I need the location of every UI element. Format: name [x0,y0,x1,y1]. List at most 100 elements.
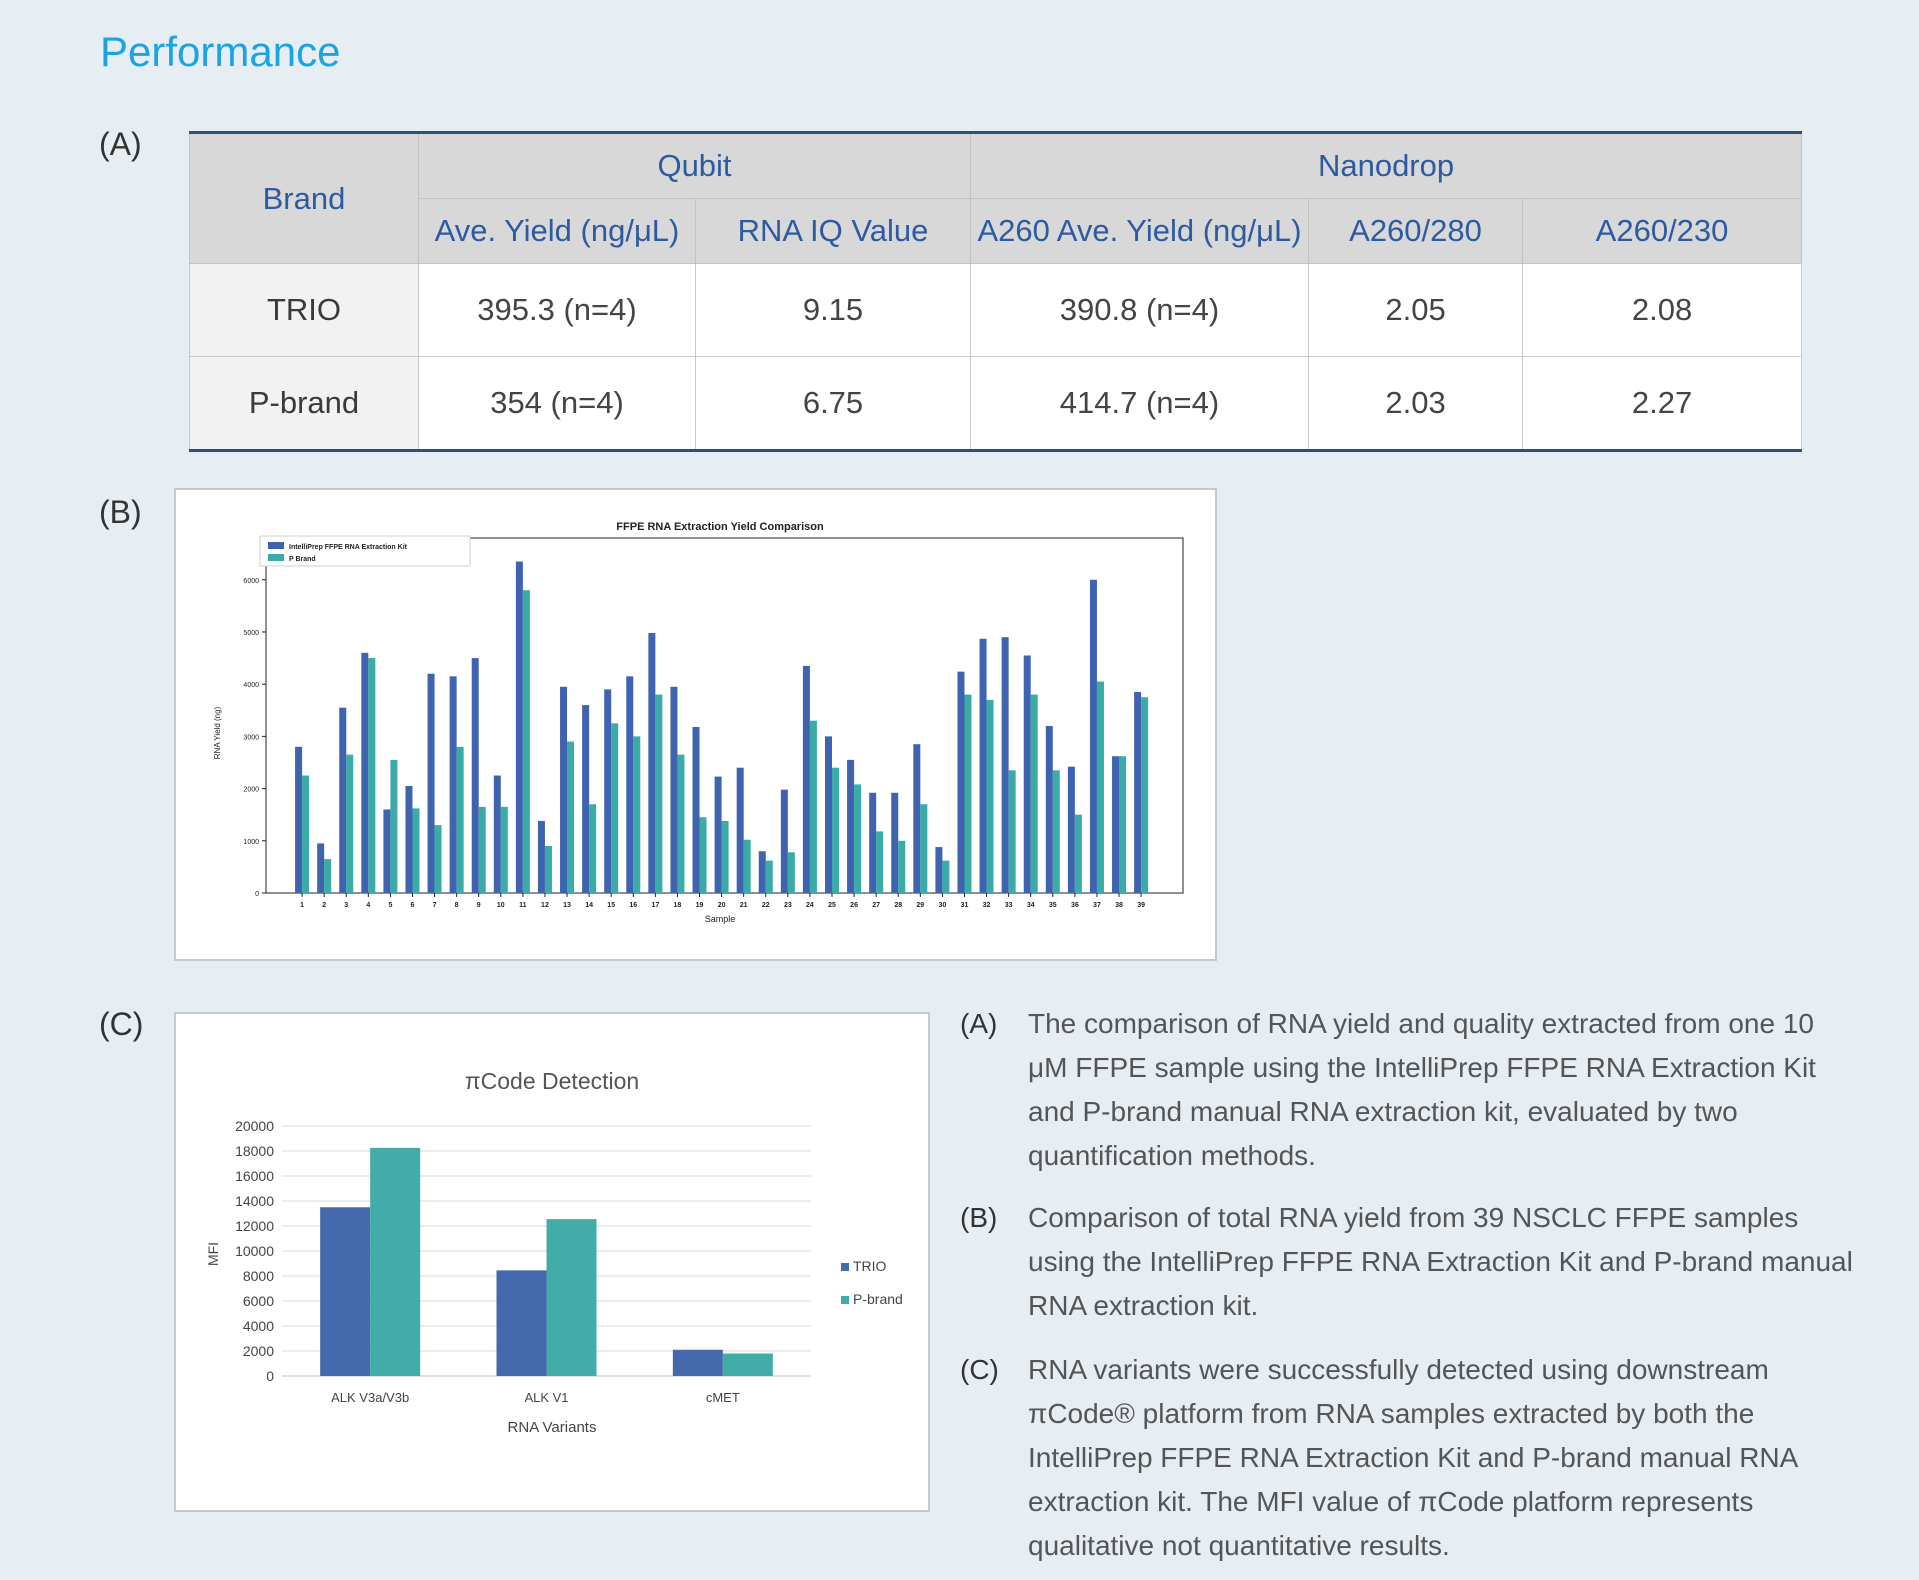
x-tick-label: ALK V3a/V3b [331,1390,409,1405]
bar [1074,814,1082,893]
panel-label-a: (A) [99,126,142,162]
y-tick-label: 14000 [235,1193,274,1209]
bar [412,808,420,893]
bar [758,851,766,893]
bar [1067,766,1075,893]
bar [935,847,943,893]
x-tick-label: 33 [1005,902,1013,909]
picode-chart-panel: πCode Detection MFI RNA Variants 0 2000 40… [174,1012,930,1512]
x-tick-label: 39 [1137,902,1145,909]
x-axis-label: RNA Variants [508,1419,597,1436]
bar [692,726,700,893]
bar [672,1349,723,1376]
bar [471,658,479,893]
caption-label: (C) [960,1354,999,1385]
bar [515,561,523,893]
qubit-group-header: Qubit [417,132,972,199]
table-cell: 395.3 (n=4) [418,263,696,357]
bar [670,686,678,893]
x-tick-label: 28 [894,902,902,909]
chart-title: FFPE RNA Extraction Yield Comparison [616,521,824,533]
bar [496,1270,547,1376]
x-tick-label: 15 [607,902,615,909]
bar [302,775,310,893]
chart-title: πCode Detection [465,1068,639,1094]
x-tick-label: 8 [455,902,459,909]
y-tick-label: 6000 [243,1293,274,1309]
bar [898,840,906,893]
x-tick-label: 35 [1049,902,1057,909]
bar [449,676,457,893]
bar [876,831,884,893]
x-tick-label: 4 [366,902,370,909]
x-tick-label: 11 [519,902,527,909]
y-axis-label: RNA Yield (ng) [213,706,222,759]
column-header: RNA IQ Value [694,198,972,264]
caption-text: The comparison of RNA yield and quality … [1028,1008,1816,1171]
x-tick-label: 34 [1027,902,1035,909]
x-tick-label: 32 [983,902,991,909]
y-tick-label: 2000 [243,787,259,794]
x-tick-label: 21 [740,902,748,909]
nanodrop-group-header: Nanodrop [970,132,1803,199]
table-cell: 414.7 (n=4) [970,356,1310,451]
bar [544,846,552,893]
legend-label: IntelliPrep FFPE RNA Extraction Kit [289,544,408,551]
x-tick-label: 1 [300,902,304,909]
brand-header: Brand [189,132,419,264]
bar [655,694,663,893]
bar [339,707,347,893]
bar [295,746,303,893]
bar [1052,770,1060,893]
panel-label-c: (C) [99,1006,144,1042]
chart-legend: IntelliPrep FFPE RNA Extraction Kit P Br… [259,535,471,567]
x-tick-label: 30 [939,902,947,909]
x-tick-label: 37 [1093,902,1101,909]
bar [361,652,369,893]
bar [1119,756,1127,893]
bar [456,746,464,893]
caption-text: RNA variants were successfully detected … [1028,1354,1797,1561]
bar [537,820,545,893]
x-tick-label: 2 [322,902,326,909]
bar [699,817,707,893]
bar [869,792,877,893]
bar [854,784,862,893]
bar [832,767,839,893]
bar [1045,725,1053,893]
bar [611,723,619,893]
legend-label: P Brand [289,556,316,563]
bar [780,789,788,893]
x-tick-label: 3 [344,902,348,909]
x-tick-label: 18 [674,902,682,909]
y-tick-label: 1000 [243,839,259,846]
legend-label: P-brand [853,1291,903,1307]
bar [589,804,597,893]
performance-table: Brand Qubit Nanodrop Ave. Yield (ng/μL) … [189,131,1803,452]
table-row: P-brand 354 (n=4) 6.75 414.7 (n=4) 2.03 … [189,356,1803,451]
bar [648,633,656,893]
x-tick-label: 38 [1115,902,1123,909]
bar [1023,655,1031,893]
legend-label: TRIO [853,1258,887,1274]
x-tick-label: 24 [806,902,814,909]
y-tick-label: 18000 [235,1143,274,1159]
x-tick-label: 10 [497,902,505,909]
bar [370,1147,421,1376]
x-tick-label: 25 [828,902,836,909]
bar [493,775,501,893]
y-tick-label: 4000 [243,682,259,689]
y-tick-label: 0 [266,1368,274,1384]
bar [567,741,575,893]
bar [891,792,899,893]
bar [913,744,921,893]
bar [626,676,634,893]
table-cell: 9.15 [694,263,972,357]
bar [633,736,641,893]
panel-label-b: (B) [99,494,142,530]
y-axis-label: MFI [205,1242,221,1266]
column-header: Ave. Yield (ng/μL) [418,198,696,264]
x-tick-label: 5 [388,902,392,909]
page-title: Performance [100,28,341,75]
row-brand: P-brand [189,356,419,451]
